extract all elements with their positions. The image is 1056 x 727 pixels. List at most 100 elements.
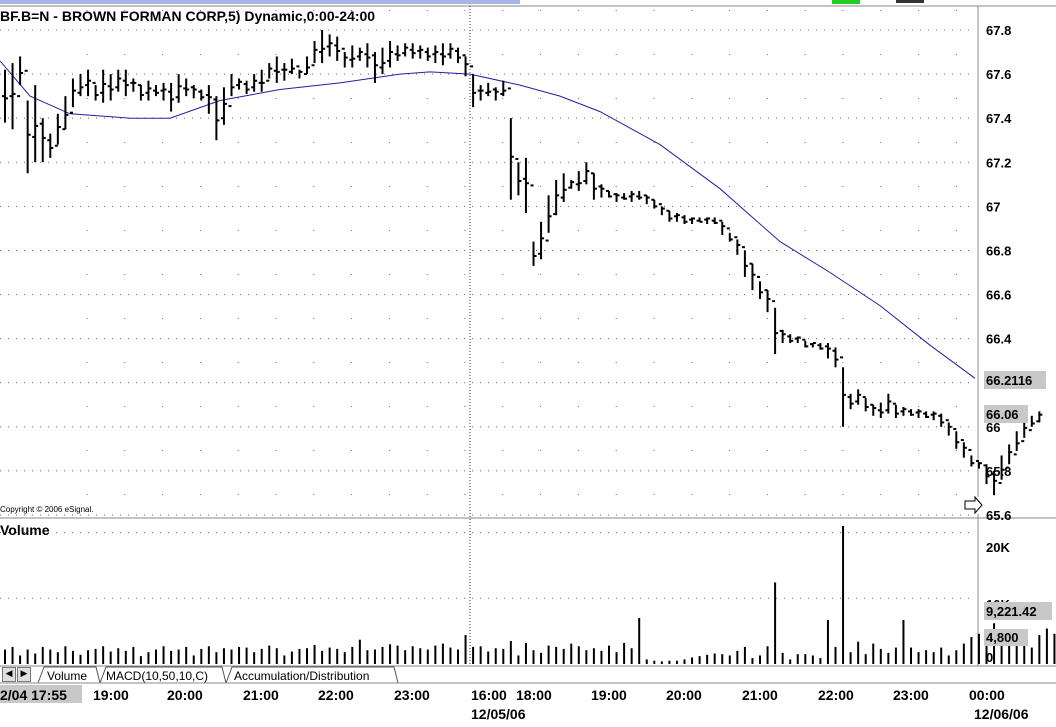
price-bar [492, 87, 499, 101]
status-green-indicator [832, 0, 860, 4]
price-bar [387, 41, 394, 68]
price-bar [258, 69, 265, 92]
price-bar [205, 85, 212, 114]
price-bar [522, 157, 529, 213]
price-bar [122, 69, 129, 97]
price-bar [296, 65, 303, 79]
price-bar [930, 411, 937, 421]
time-label: 20:00 [167, 687, 203, 703]
price-bar [794, 336, 801, 344]
moving-average-value-box [984, 371, 1046, 389]
price-bar [356, 47, 363, 61]
price-bar [583, 162, 590, 185]
moving-average-line [0, 60, 976, 379]
last-price-label: 66.06 [986, 407, 1019, 422]
time-label: 21:00 [243, 687, 279, 703]
price-bar [568, 179, 575, 189]
price-bar [741, 246, 748, 277]
price-bar [341, 47, 348, 68]
price-bar [130, 78, 137, 92]
price-bar [704, 217, 711, 224]
price-bar [266, 63, 273, 82]
time-label: 23:00 [394, 687, 430, 703]
price-bar [190, 85, 197, 99]
price-bar [24, 69, 31, 174]
price-bar [621, 193, 628, 200]
price-bar [311, 41, 318, 67]
price-bar [409, 43, 416, 59]
time-label: 00:00 [969, 687, 1005, 703]
tab-scroll-right-button[interactable]: ▶ [17, 667, 31, 682]
price-bar [681, 215, 688, 224]
price-bar [643, 194, 650, 205]
price-bar [32, 85, 39, 163]
date-label: 12/05/06 [471, 706, 526, 722]
price-bar [817, 343, 824, 350]
price-bar [455, 47, 461, 64]
tab-accumulation-distribution[interactable] [225, 666, 399, 684]
moving-average-value-label: 66.2116 [986, 373, 1032, 388]
price-tick-label: 67 [986, 199, 1000, 214]
price-bar [439, 43, 446, 66]
price-bar [628, 190, 635, 202]
price-tick-label: 66.4 [986, 332, 1012, 347]
price-bar [402, 43, 409, 57]
price-bar [288, 58, 295, 75]
price-bar [379, 47, 386, 75]
price-bar [371, 52, 378, 83]
price-bar [168, 82, 175, 112]
price-bar [251, 74, 258, 92]
price-tick-label: 67.6 [986, 67, 1011, 82]
price-bar [432, 45, 439, 64]
price-bar [900, 406, 907, 416]
price-bar [477, 85, 484, 101]
price-bar [281, 63, 288, 81]
price-bar [862, 396, 869, 412]
price-bar [908, 409, 914, 416]
price-bar [991, 470, 998, 496]
price-bar [998, 455, 1005, 485]
price-tick-label: 66 [986, 420, 1000, 435]
price-bar [606, 189, 612, 198]
price-bar [726, 227, 733, 242]
time-label: 19:00 [93, 687, 129, 703]
price-bar [394, 45, 401, 61]
price-bar [47, 133, 54, 158]
price-bar [228, 74, 235, 108]
price-bar [1021, 422, 1028, 443]
price-bar [757, 275, 763, 299]
last-price-box [984, 405, 1028, 423]
price-bar [666, 209, 673, 222]
price-bar [689, 217, 696, 224]
price-bar [115, 69, 122, 92]
price-bar [107, 74, 114, 101]
price-bar [840, 356, 847, 427]
price-bar [711, 217, 718, 224]
tab-macd-label: MACD(10,50,10,C) [106, 669, 208, 683]
volume-average-box [984, 602, 1052, 620]
time-label: 18:00 [516, 687, 552, 703]
scroll-right-icon[interactable] [963, 495, 983, 515]
price-bar [349, 45, 356, 68]
price-bar [243, 80, 250, 94]
price-bar [2, 69, 8, 123]
price-bar [1028, 415, 1035, 432]
price-bar [847, 393, 854, 410]
price-bar [787, 334, 794, 344]
tab-scroll-left-button[interactable]: ◀ [2, 667, 16, 682]
price-bar [877, 402, 884, 418]
price-bar [938, 413, 945, 427]
price-bar [975, 459, 982, 469]
price-bar [220, 87, 227, 125]
price-bar [530, 184, 537, 266]
price-tick-label: 67.4 [986, 111, 1012, 126]
time-label: 16:00 [471, 687, 507, 703]
time-label: 23:00 [893, 687, 929, 703]
price-bar [598, 184, 605, 198]
price-bar [1013, 431, 1020, 456]
price-bar [183, 78, 190, 97]
tab-macd[interactable] [99, 666, 227, 684]
price-bar [749, 262, 756, 291]
price-bar [613, 193, 620, 202]
